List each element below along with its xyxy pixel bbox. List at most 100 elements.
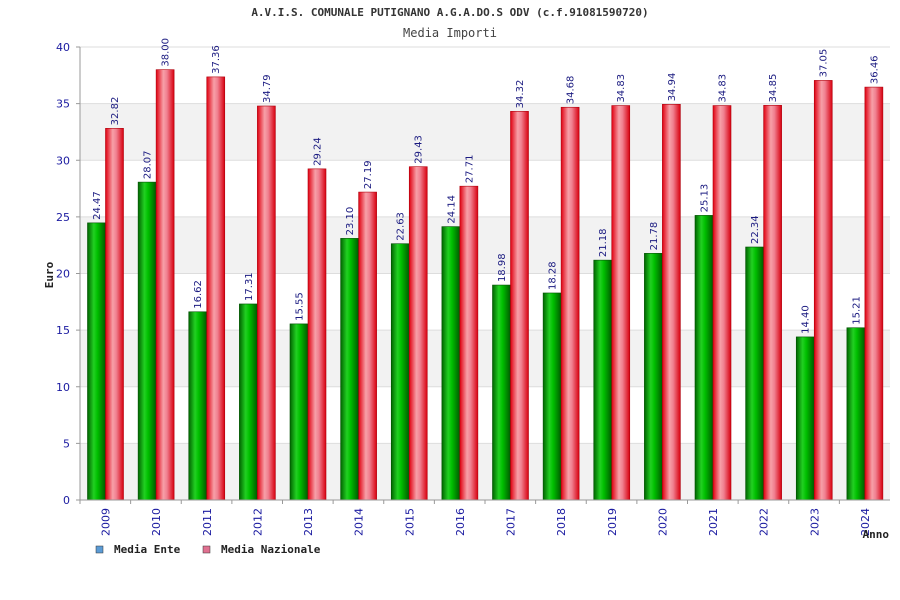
x-tick-label: 2017 [505,508,518,536]
bar-media-ente-2017 [492,284,511,501]
bar-media-nazionale-2012 [257,105,276,501]
bar-media-nazionale-2015 [408,166,428,501]
data-label: 18.98 [497,253,508,282]
x-tick-label: 2023 [808,508,821,536]
bar-media-ente-2023 [795,336,815,501]
bar-media-nazionale-2023 [813,80,833,501]
bar-media-ente-2014 [340,238,359,501]
data-label: 16.62 [193,280,204,309]
x-tick-label: 2024 [859,508,872,536]
x-tick-label: 2018 [555,508,568,536]
legend-swatch-media-nazionale [202,545,211,554]
data-label: 34.32 [515,80,526,109]
bar-media-nazionale-2009 [105,128,124,501]
data-label: 37.36 [211,45,222,74]
x-tick-label: 2010 [150,508,163,536]
bar-media-nazionale-2014 [358,191,377,501]
bar-media-ente-2018 [542,292,562,501]
bar-media-nazionale-2024 [864,86,884,501]
data-label: 22.63 [396,212,407,241]
bar-media-ente-2019 [593,259,613,501]
bar-media-ente-2022 [745,246,764,501]
bar-media-nazionale-2018 [560,106,580,501]
x-tick-label: 2009 [100,508,113,536]
y-tick-label: 40 [56,41,70,54]
x-tick-label: 2011 [201,508,214,536]
data-label: 21.18 [598,228,609,257]
data-label: 32.82 [110,97,121,126]
data-label: 34.83 [616,74,627,103]
bar-media-ente-2010 [137,181,157,501]
x-tick-label: 2019 [606,508,619,536]
data-label: 36.46 [869,55,880,84]
y-axis-label: Euro [43,261,56,288]
legend-swatch-media-ente [95,545,104,554]
data-label: 29.43 [414,135,425,164]
bar-media-ente-2012 [239,303,258,501]
chart-title: A.V.I.S. COMUNALE PUTIGNANO A.G.A.DO.S O… [251,6,648,19]
y-axis-ticks: 0 5 10 15 20 25 30 35 40 [56,41,80,507]
y-tick-label: 20 [56,268,70,281]
bar-media-nazionale-2020 [662,104,681,501]
x-tick-label: 2013 [302,508,315,536]
legend-label-media-ente: Media Ente [114,543,181,556]
data-label: 24.47 [92,191,103,220]
data-label: 15.21 [851,296,862,325]
bar-media-nazionale-2011 [206,76,226,501]
data-label: 34.83 [718,74,729,103]
data-label: 29.24 [313,137,324,166]
bar-media-nazionale-2021 [712,105,732,501]
bar-media-nazionale-2016 [459,185,479,501]
bar-media-nazionale-2019 [611,105,631,501]
x-tick-label: 2012 [251,508,264,536]
data-label: 14.40 [801,305,812,334]
data-label: 34.68 [566,76,577,105]
bar-media-ente-2021 [694,215,714,501]
data-labels: 24.47 32.82 28.07 38.00 16.62 37.36 17.31 34.79… [92,38,880,334]
x-axis-ticks: 2009 2010 2011 2012 2013 2014 2015 2016 2017 2018… [79,500,872,536]
data-label: 24.14 [446,195,457,224]
bar-media-ente-2011 [188,311,208,501]
data-label: 17.31 [244,272,255,301]
x-tick-label: 2021 [707,508,720,536]
y-tick-label: 5 [63,437,70,450]
data-label: 34.94 [667,73,678,102]
legend: Media Ente Media Nazionale [95,543,321,556]
bar-media-ente-2015 [390,243,410,501]
y-tick-label: 35 [56,98,70,111]
x-tick-label: 2016 [454,508,467,536]
bar-media-nazionale-2017 [510,111,529,501]
x-axis-label: Anno [863,528,890,541]
x-tick-label: 2014 [353,508,366,536]
bar-media-nazionale-2022 [763,105,782,501]
y-tick-label: 30 [56,154,70,167]
data-label: 28.07 [143,150,154,179]
x-tick-label: 2022 [758,508,771,536]
data-label: 38.00 [161,38,172,67]
data-label: 37.05 [819,49,830,78]
data-label: 21.78 [649,222,660,251]
data-label: 18.28 [548,261,559,290]
bar-media-ente-2020 [644,253,663,501]
bar-media-ente-2009 [87,222,106,501]
data-label: 25.13 [700,184,711,213]
bar-media-nazionale-2010 [155,69,175,501]
bar-media-ente-2013 [289,323,309,501]
x-tick-label: 2020 [656,508,669,536]
legend-label-media-nazionale: Media Nazionale [221,543,321,556]
data-label: 27.71 [464,155,475,184]
data-label: 15.55 [295,292,306,321]
y-tick-label: 25 [56,211,70,224]
y-tick-label: 10 [56,381,70,394]
y-tick-label: 15 [56,324,70,337]
data-label: 27.19 [363,160,374,189]
data-label: 34.79 [262,74,273,103]
x-tick-label: 2015 [403,508,416,536]
data-label: 34.85 [768,74,779,103]
chart-subtitle: Media Importi [403,26,497,40]
data-label: 23.10 [345,207,356,236]
bar-media-ente-2024 [846,327,866,501]
bar-media-ente-2016 [441,226,461,501]
data-label: 22.34 [750,215,761,244]
